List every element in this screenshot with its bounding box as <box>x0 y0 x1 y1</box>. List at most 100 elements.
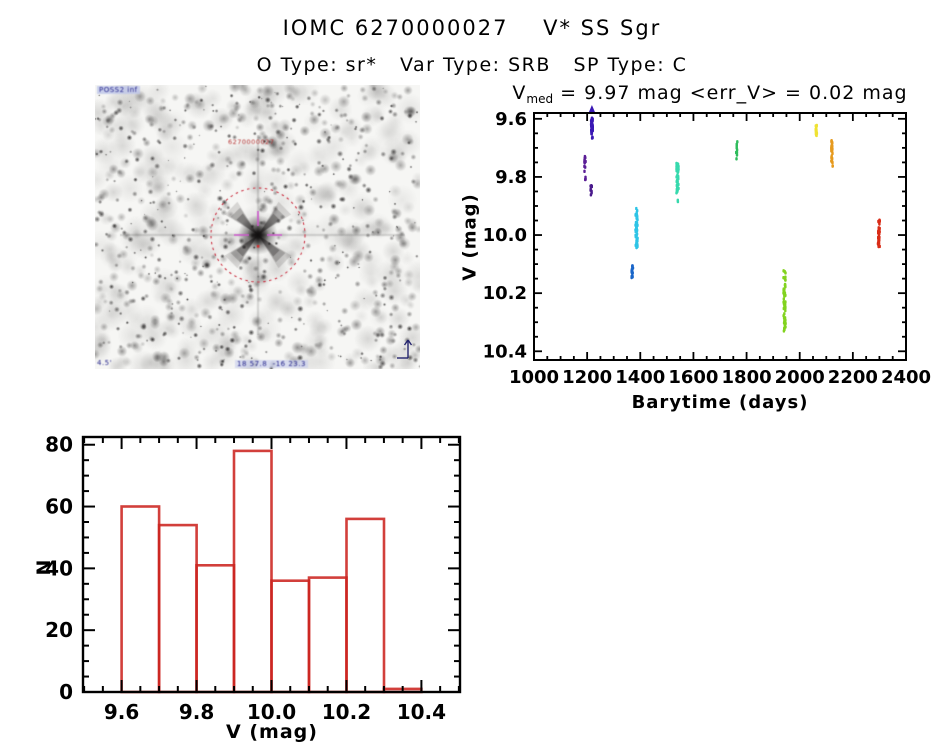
data-point <box>631 271 634 275</box>
tick-label: 1600 <box>668 367 718 388</box>
data-point <box>736 140 739 144</box>
data-point <box>783 282 787 287</box>
data-point <box>590 121 593 126</box>
data-point <box>877 241 881 245</box>
data-point <box>583 169 586 173</box>
data-point <box>784 278 787 282</box>
data-point <box>589 119 593 123</box>
data-point <box>735 148 739 152</box>
data-point <box>831 149 834 153</box>
data-point <box>782 276 785 280</box>
data-point <box>877 235 880 240</box>
data-point <box>877 219 880 224</box>
tick-label: 80 <box>45 433 73 457</box>
data-point <box>635 237 639 242</box>
light-curve-ylabel: V (mag) <box>459 193 481 281</box>
tick-label: 1200 <box>562 367 612 388</box>
data-point <box>635 232 639 236</box>
data-point <box>782 329 786 333</box>
data-point <box>878 226 881 231</box>
tick-label: 1800 <box>722 367 772 388</box>
data-point <box>590 184 593 189</box>
data-point <box>814 124 817 128</box>
hist-bar <box>307 576 348 694</box>
hist-bar <box>195 564 236 694</box>
data-point <box>676 162 680 166</box>
data-point <box>783 269 786 274</box>
data-point <box>636 214 639 219</box>
compass-icon <box>397 339 413 359</box>
tick-label: 2000 <box>775 367 825 388</box>
data-point <box>735 157 738 161</box>
data-point <box>831 164 834 168</box>
histogram-xlabel: V (mag) <box>226 721 318 743</box>
data-point <box>635 225 638 229</box>
data-point <box>878 232 881 236</box>
hist-bar <box>232 449 273 694</box>
tick-label: 2200 <box>828 367 878 388</box>
tick-label: 10.2 <box>322 700 371 724</box>
data-point <box>635 240 639 245</box>
data-point <box>783 319 787 324</box>
data-point <box>631 264 634 268</box>
scale-label: 4.5' <box>97 359 113 367</box>
tick-label: 10.4 <box>483 341 527 362</box>
data-point <box>634 221 638 226</box>
tick-label: 1000 <box>509 367 559 388</box>
tick-label: 10.0 <box>483 225 527 246</box>
histogram-ylabel: N <box>33 558 55 576</box>
histogram-svg: 9.6 9.8 10.0 10.2 10.4 0 20 40 60 80 <box>45 433 462 724</box>
clipped-point-arrow <box>588 105 595 112</box>
tick-label: 60 <box>45 495 73 519</box>
light-curve-title: Vmed = 9.97 mag <err_V> = 0.02 mag <box>480 82 940 106</box>
data-point <box>584 165 587 169</box>
tick-label: 0 <box>59 680 73 704</box>
tick-label: 9.8 <box>179 700 214 724</box>
data-point <box>831 160 834 165</box>
data-point <box>782 297 785 301</box>
data-point <box>677 168 680 172</box>
data-point <box>676 179 679 183</box>
data-point <box>815 128 818 133</box>
data-point <box>676 183 680 187</box>
tick-label: 9.6 <box>104 700 139 724</box>
page-title: IOMC 6270000027 V* SS Sgr <box>282 16 662 40</box>
data-point <box>636 209 639 213</box>
source-id-label: 6270000027 <box>228 138 275 146</box>
tick-label: 9.8 <box>495 167 527 188</box>
data-point <box>782 306 785 311</box>
hist-bar <box>120 505 161 694</box>
data-point <box>583 156 586 160</box>
vmed-sub: med <box>526 92 554 106</box>
data-point <box>676 173 679 178</box>
hist-bar <box>270 579 311 694</box>
hist-bar <box>157 523 198 694</box>
data-point <box>878 244 881 249</box>
light-curve-xlabel: Barytime (days) <box>631 392 809 413</box>
survey-label: POSS2 inf <box>97 86 140 94</box>
sky-image <box>95 85 420 369</box>
tick-label: 40 <box>45 556 73 580</box>
coordinates-label: 18 57.8 -16 23.3 <box>235 360 308 368</box>
hist-bar <box>345 517 386 694</box>
tick-label: 20 <box>45 618 73 642</box>
tick-label: 1400 <box>615 367 665 388</box>
data-point <box>676 198 679 202</box>
vmed-var: V <box>512 82 527 104</box>
data-point <box>636 244 639 249</box>
data-point <box>735 150 739 155</box>
data-point <box>677 186 680 191</box>
tick-label: 9.6 <box>495 109 527 130</box>
finding-chart: POSS2 inf 6270000027 18 57.8 -16 23.3 4.… <box>95 85 420 369</box>
data-point <box>630 274 633 279</box>
data-point <box>635 229 639 233</box>
data-point <box>675 167 678 171</box>
histogram-panel: 9.6 9.8 10.0 10.2 10.4 0 20 40 60 80 N V (mag) <box>30 425 492 747</box>
data-point <box>590 130 593 134</box>
tick-label: 10.4 <box>397 700 446 724</box>
tick-label: 10.2 <box>483 283 527 304</box>
data-point <box>784 302 787 307</box>
tick-label: 2400 <box>881 367 931 388</box>
data-point <box>675 191 678 195</box>
